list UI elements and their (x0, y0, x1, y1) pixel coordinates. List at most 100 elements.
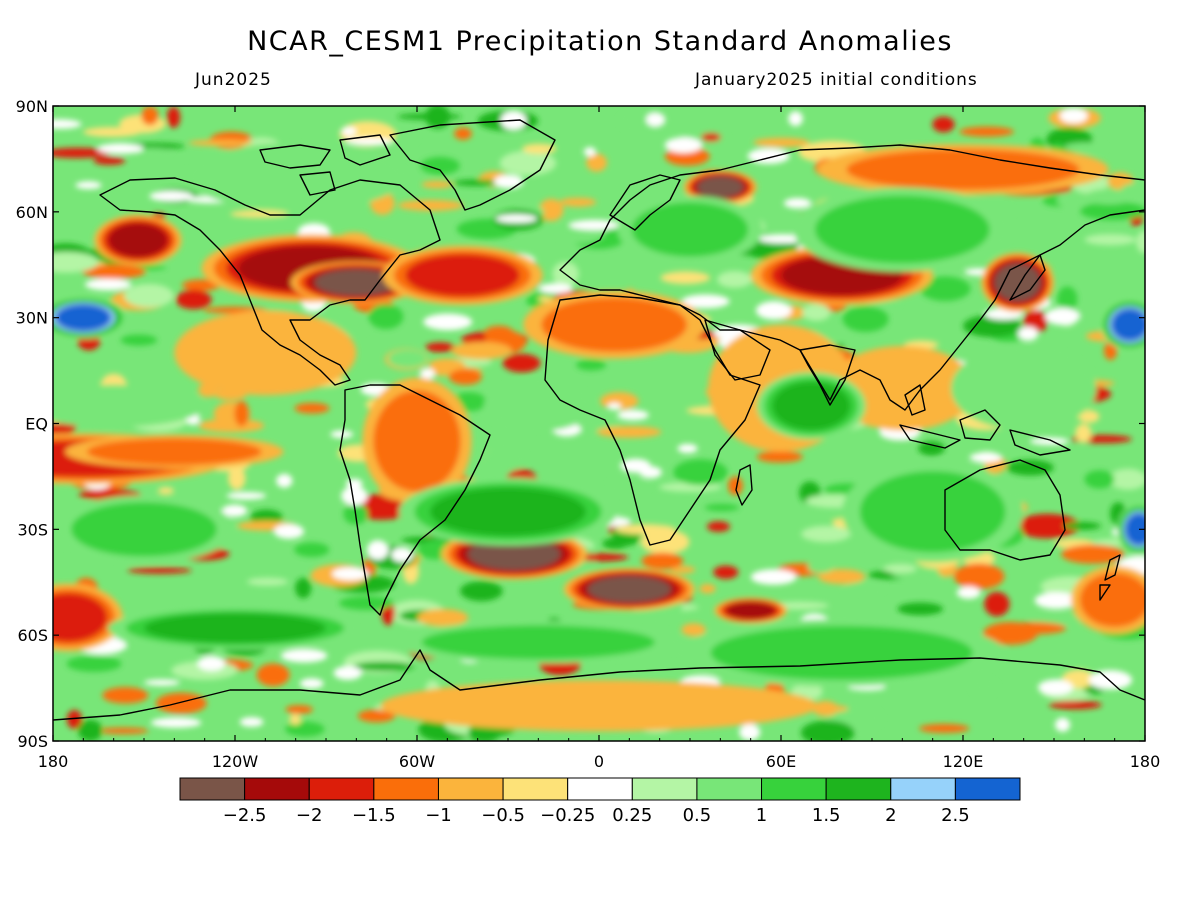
anomaly-texture-patch (453, 179, 500, 187)
anomaly-texture-patch (353, 661, 415, 672)
anomaly-texture-patch (538, 198, 564, 222)
anomaly-neutral-patch (341, 126, 357, 136)
anomaly-texture-patch (713, 565, 739, 579)
anomaly-neutral-patch (75, 181, 102, 190)
anomaly-neutral-patch (1038, 679, 1074, 696)
colorbar-label: 0.5 (683, 805, 712, 826)
anomaly-feature (541, 297, 687, 352)
colorbar-label: 0.25 (612, 805, 652, 826)
anomaly-texture-patch (124, 283, 174, 308)
anomaly-neutral-patch (495, 214, 537, 223)
anomaly-neutral-patch (538, 283, 573, 294)
coastline-scandinavia (609, 174, 681, 231)
anomaly-texture-patch (93, 156, 126, 165)
coastline-north-america (99, 177, 441, 386)
anomaly-texture-patch (984, 591, 1010, 617)
anomaly-texture-patch (1063, 521, 1101, 530)
anomaly-texture-patch (357, 709, 396, 723)
anomaly-feature (859, 471, 1006, 553)
anomaly-texture-patch (999, 622, 1067, 635)
anomaly-texture-patch (82, 264, 146, 279)
anomaly-texture-patch (1029, 613, 1092, 625)
anomaly-feature (467, 537, 561, 571)
anomaly-texture-patch (420, 156, 460, 175)
anomaly-field (53, 106, 1145, 741)
anomaly-neutral-patch (755, 301, 792, 320)
anomaly-texture-patch (198, 418, 265, 433)
anomaly-texture-patch (339, 596, 394, 610)
anomaly-feature (186, 142, 405, 211)
anomaly-texture-patch (897, 602, 944, 616)
anomaly-texture-patch (247, 577, 289, 586)
anomaly-neutral-patch (607, 402, 622, 410)
anomaly-texture-patch (285, 705, 314, 714)
anomaly-feature (405, 254, 520, 297)
anomaly-texture-patch (1049, 700, 1102, 710)
anomaly-texture-patch (953, 563, 1005, 590)
anomaly-texture-patch (807, 561, 834, 574)
colorbar-label: −0.5 (481, 805, 525, 826)
anomaly-texture-patch (919, 723, 970, 733)
anomaly-feature (483, 380, 593, 432)
anomaly-texture-patch (1075, 423, 1092, 443)
anomaly-texture-patch (188, 139, 253, 147)
colorbar-label: −1.5 (352, 805, 396, 826)
anomaly-texture-patch (1057, 286, 1078, 313)
colorbar-label: 1 (756, 805, 767, 826)
anomaly-feature (587, 575, 671, 603)
anomaly-texture-patch (387, 349, 427, 369)
anomaly-neutral-patch (226, 492, 267, 500)
anomaly-texture-patch (843, 581, 884, 595)
anomaly-texture-patch (522, 143, 556, 154)
colorbar-swatch (631, 777, 698, 801)
anomaly-texture-patch (499, 150, 557, 176)
coastline-antarctica (53, 649, 1145, 721)
anomaly-texture-patch (818, 569, 866, 585)
anomaly-feature (772, 381, 851, 431)
anomaly-texture-patch (397, 113, 462, 120)
anomaly-texture-patch (53, 252, 99, 273)
lon-tick-label: 180 (38, 752, 69, 771)
anomaly-neutral-patch (150, 717, 202, 728)
anomaly-texture-patch (1085, 188, 1133, 205)
anomaly-neutral-patch (273, 524, 304, 539)
anomaly-texture-patch (818, 705, 849, 712)
anomaly-texture-patch (701, 132, 721, 142)
lon-tick-label: 60W (399, 752, 435, 771)
anomaly-neutral-patch (969, 452, 1003, 463)
lat-tick-label: 60N (16, 203, 48, 222)
coastlines (53, 119, 1145, 721)
anomaly-feature (430, 487, 586, 536)
anomaly-texture-patch (454, 127, 472, 140)
lon-tick-label: 0 (594, 752, 604, 771)
anomaly-feature (697, 176, 744, 198)
anomaly-texture-patch (1056, 192, 1089, 208)
anomaly-neutral-patch (784, 198, 812, 209)
anomaly-feature (373, 390, 461, 492)
anomaly-texture-patch (502, 353, 541, 373)
colorbar-swatch (502, 777, 569, 801)
anomaly-neutral-patch (53, 119, 82, 129)
initial-conditions-label: January2025 initial conditions (695, 70, 978, 90)
anomaly-feature (55, 304, 112, 332)
anomaly-texture-patch (801, 525, 851, 543)
anomaly-texture-patch (77, 719, 103, 741)
lat-tick-label: 90N (16, 97, 48, 116)
colorbar-label: −2 (296, 805, 323, 826)
anomaly-texture-patch (256, 663, 290, 687)
anomaly-texture-patch (158, 487, 174, 495)
coastline-south-america (339, 384, 491, 616)
anomaly-texture-patch (234, 400, 249, 427)
anomaly-texture-patch (141, 106, 159, 126)
forecast-month-label: Jun2025 (195, 70, 272, 90)
anomaly-texture-patch (704, 503, 740, 512)
anomaly-texture-patch (660, 271, 710, 285)
lon-tick-label: 120W (212, 752, 259, 771)
anomaly-texture-patch (448, 369, 482, 385)
anomaly-neutral-patch (750, 569, 797, 585)
anomaly-neutral-patch (1029, 437, 1069, 445)
anomaly-feature (726, 602, 775, 619)
anomaly-texture-patch (483, 446, 527, 472)
lat-tick-label: 90S (17, 732, 48, 751)
